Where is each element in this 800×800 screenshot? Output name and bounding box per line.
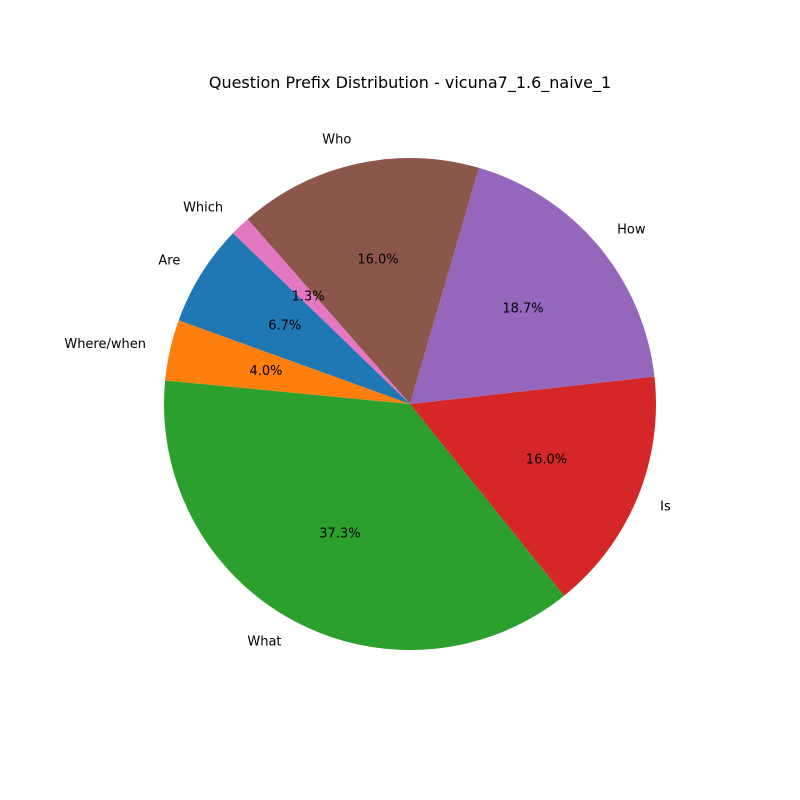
pie-labels: Are 6.7% Where/when 4.0% What 37.3% Is 16.0% How… — [64, 132, 671, 649]
category-label-how: How — [617, 222, 646, 237]
pie-slices — [163, 158, 656, 650]
category-label-where-when: Where/when — [64, 337, 146, 352]
percent-label-what: 37.3% — [319, 526, 360, 541]
category-label-is: Is — [660, 500, 671, 515]
percent-label-are: 6.7% — [268, 318, 301, 333]
percent-label-where-when: 4.0% — [249, 364, 282, 379]
chart-title: Question Prefix Distribution - vicuna7_1… — [209, 73, 611, 93]
slice-where-when — [165, 320, 410, 404]
percent-label-how: 18.7% — [502, 302, 543, 317]
slice-are — [178, 233, 410, 404]
slice-what — [163, 380, 565, 650]
slice-which — [233, 219, 410, 404]
percent-label-is: 16.0% — [526, 453, 567, 468]
category-label-are: Are — [158, 253, 180, 268]
slice-how — [410, 167, 655, 404]
category-label-which: Which — [183, 201, 223, 216]
category-label-what: What — [247, 635, 281, 650]
percent-label-who: 16.0% — [357, 252, 398, 267]
slice-who — [247, 158, 479, 404]
category-label-who: Who — [322, 132, 351, 147]
slice-is — [410, 376, 656, 596]
percent-label-which: 1.3% — [292, 290, 325, 305]
